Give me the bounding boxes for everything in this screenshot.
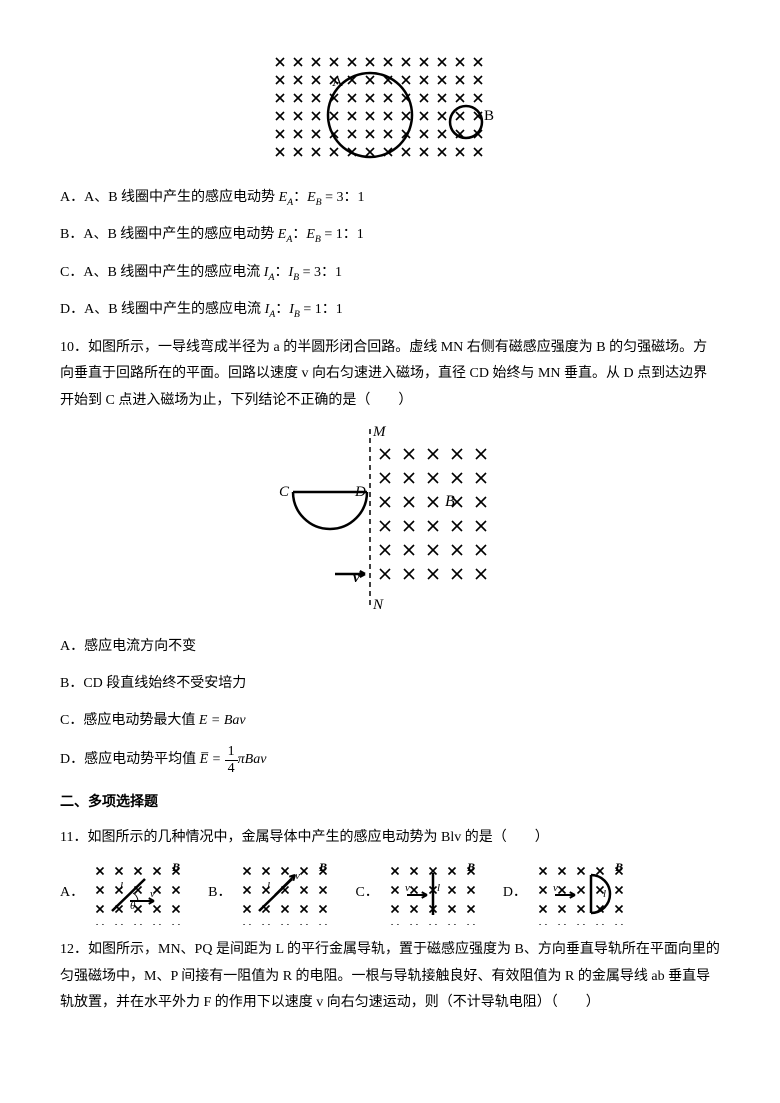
svg-text:l: l: [120, 880, 123, 892]
q10-option-c: C．感应电动势最大值 E = Bav: [60, 708, 720, 735]
svg-text:v: v: [405, 882, 410, 894]
q12-stem: 12．如图所示，MN、PQ 是间距为 L 的平行金属导轨，置于磁感应强度为 B、…: [60, 937, 720, 1017]
q11-options-row: A．Blvθ B．Blv C．Blv D．Blv: [60, 861, 720, 925]
svg-text:C: C: [279, 484, 290, 500]
svg-text:B: B: [484, 108, 494, 124]
svg-text:M: M: [372, 424, 387, 440]
q11-option-d: D．Blv: [503, 861, 633, 925]
svg-text:l: l: [603, 888, 606, 900]
q11-option-a: A．Blvθ: [60, 861, 190, 925]
section-2-heading: 二、多项选择题: [60, 788, 720, 815]
svg-text:v: v: [150, 888, 155, 900]
svg-text:D: D: [354, 484, 366, 500]
q9-option-b: B．A、B 线圈中产生的感应电动势 EA：EB = 1：1: [60, 222, 720, 249]
svg-text:v: v: [553, 882, 558, 894]
svg-text:v: v: [353, 570, 360, 586]
svg-text:l: l: [437, 882, 440, 894]
q11-option-b: B．Blv: [208, 861, 337, 925]
q11-stem: 11．如图所示的几种情况中，金属导体中产生的感应电动势为 Blv 的是（ ）: [60, 825, 720, 852]
q10-figure: M N B C Dv: [60, 424, 720, 614]
q10-option-a: A．感应电流方向不变: [60, 634, 720, 661]
q9-option-a: A．A、B 线圈中产生的感应电动势 EA：EB = 3：1: [60, 185, 720, 212]
svg-text:θ: θ: [130, 900, 136, 912]
q9-option-c: C．A、B 线圈中产生的感应电流 IA：IB = 3：1: [60, 260, 720, 287]
q9-option-d: D．A、B 线圈中产生的感应电流 IA：IB = 1：1: [60, 297, 720, 324]
svg-text:B: B: [614, 861, 623, 874]
svg-text:B: B: [318, 861, 327, 874]
svg-text:N: N: [372, 597, 384, 613]
svg-text:A: A: [332, 74, 343, 90]
svg-text:B: B: [171, 861, 180, 874]
q10-option-b: B．CD 段直线始终不受安培力: [60, 671, 720, 698]
svg-text:B: B: [466, 861, 475, 874]
svg-text:l: l: [267, 880, 270, 892]
svg-text:B: B: [445, 493, 455, 510]
q9-figure: AB: [60, 50, 720, 165]
q10-option-d: D．感应电动势平均值 E̅ = 14πBav: [60, 744, 720, 776]
svg-text:v: v: [295, 870, 300, 882]
q11-option-c: C．Blv: [355, 861, 484, 925]
q10-stem: 10．如图所示，一导线弯成半径为 a 的半圆形闭合回路。虚线 MN 右侧有磁感应…: [60, 335, 720, 415]
